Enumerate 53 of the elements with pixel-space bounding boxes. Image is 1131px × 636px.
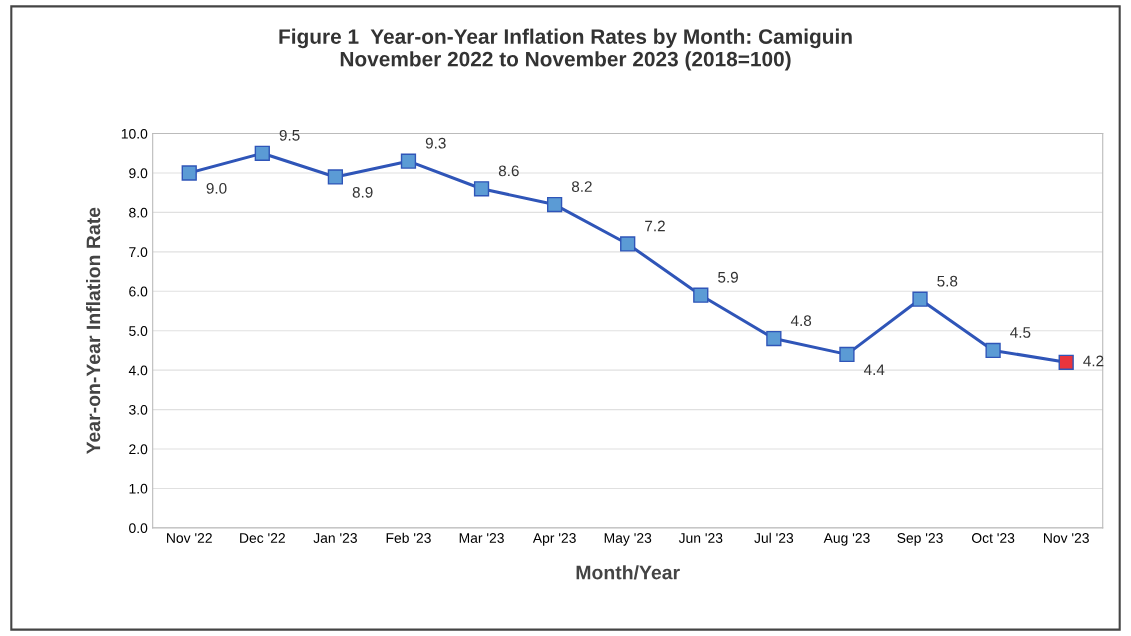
- data-label: 4.4: [863, 364, 885, 375]
- point: [620, 236, 636, 252]
- data-label: 8.9: [352, 186, 373, 198]
- y-tick-label: 10.0: [121, 128, 148, 139]
- y-tick-label: 4.0: [128, 365, 148, 376]
- point: [1058, 354, 1074, 370]
- y-tick-label: 6.0: [129, 286, 148, 297]
- data-label: 5.8: [937, 275, 958, 287]
- point: [400, 153, 417, 169]
- y-tick-label: 7.0: [129, 247, 148, 258]
- x-tick-label: Nov '23: [1044, 533, 1089, 543]
- y-tick-label: 9.0: [129, 168, 148, 179]
- x-tick-label: Apr '23: [532, 533, 576, 546]
- data-label: 5.9: [718, 271, 738, 283]
- data-label: 7.2: [645, 220, 665, 232]
- data-label: 9.0: [206, 182, 227, 194]
- data-label: 8.6: [498, 165, 519, 177]
- x-tick-label: Jun '23: [678, 533, 723, 543]
- point: [473, 181, 490, 197]
- x-tick-label: Nov '22: [167, 533, 212, 543]
- x-tick-label: May '23: [604, 533, 652, 546]
- data-label: 9.3: [425, 137, 446, 149]
- x-axis-title: Month/Year: [576, 565, 680, 580]
- data-label: 4.8: [790, 315, 812, 327]
- point: [327, 169, 344, 185]
- point: [912, 291, 928, 307]
- data-label: 4.2: [1083, 355, 1104, 367]
- data-label: 9.5: [279, 129, 300, 141]
- point: [839, 346, 855, 363]
- x-tick-label: Oct '23: [971, 533, 1015, 543]
- y-tick-label: 3.0: [129, 404, 148, 415]
- y-tick-label: 8.0: [129, 207, 148, 218]
- x-tick-label: Sep '23: [897, 533, 943, 546]
- x-tick-label: Dec '22: [240, 533, 285, 543]
- x-tick-label: Jul '23: [754, 532, 794, 543]
- y-tick-label: 5.0: [129, 326, 148, 336]
- y-tick-label: 0.0: [129, 523, 148, 534]
- point: [546, 196, 563, 213]
- point: [693, 287, 709, 303]
- y-tick-label: 1.0: [129, 483, 148, 494]
- point: [985, 342, 1001, 359]
- y-axis-title: Year-on-Year Inflation Rate: [86, 207, 101, 455]
- data-label: 4.5: [1010, 327, 1031, 338]
- point: [254, 145, 270, 161]
- x-tick-label: Aug '23: [823, 533, 870, 546]
- point: [181, 165, 197, 181]
- chart-title: Figure 1 Year-on-Year Inflation Rates by Month: Camiguin November 2022 to November 2023 (2018=100): [279, 28, 852, 71]
- x-tick-label: Jan '23: [313, 533, 357, 543]
- x-tick-label: Mar '23: [459, 533, 504, 543]
- x-tick-label: Feb '23: [386, 532, 431, 543]
- point: [766, 330, 782, 347]
- y-tick-label: 2.0: [129, 444, 148, 455]
- data-label: 8.2: [571, 181, 592, 192]
